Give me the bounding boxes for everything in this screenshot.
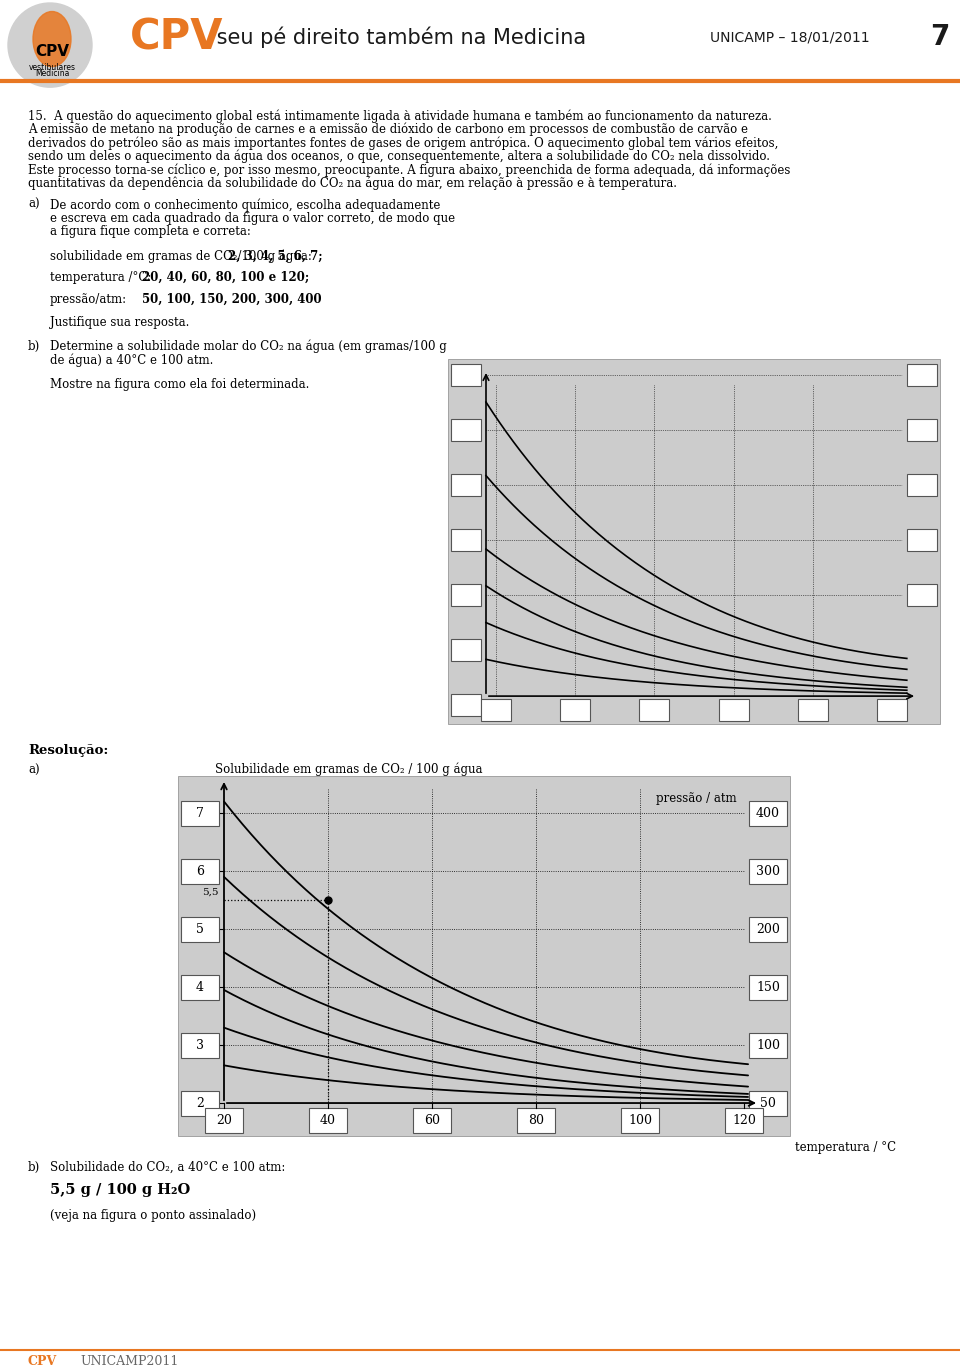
Text: derivados do petróleo são as mais importantes fontes de gases de origem antrópic: derivados do petróleo são as mais import… xyxy=(28,136,779,150)
Text: Solubilidade em gramas de CO₂ / 100 g água: Solubilidade em gramas de CO₂ / 100 g ág… xyxy=(215,761,483,775)
Bar xyxy=(413,1109,451,1133)
Bar xyxy=(639,700,669,722)
Ellipse shape xyxy=(33,11,71,67)
Text: UNICAMP2011: UNICAMP2011 xyxy=(80,1356,179,1368)
Text: 40: 40 xyxy=(320,1114,336,1126)
Bar xyxy=(181,859,219,884)
Text: Mostre na figura como ela foi determinada.: Mostre na figura como ela foi determinad… xyxy=(50,377,309,391)
Text: Solubilidade do CO₂, a 40°C e 100 atm:: Solubilidade do CO₂, a 40°C e 100 atm: xyxy=(50,1161,285,1174)
Text: vestibulares: vestibulares xyxy=(29,63,76,71)
Text: quantitativas da dependência da solubilidade do CO₂ na água do mar, em relação à: quantitativas da dependência da solubili… xyxy=(28,177,677,191)
Text: CPV: CPV xyxy=(28,1356,58,1368)
Text: pressão / atm: pressão / atm xyxy=(657,792,737,805)
Text: 300: 300 xyxy=(756,864,780,878)
Text: 2, 3, 4, 5, 6, 7;: 2, 3, 4, 5, 6, 7; xyxy=(228,250,323,262)
Bar xyxy=(517,1109,555,1133)
Bar xyxy=(181,801,219,826)
Bar xyxy=(749,1091,787,1115)
Text: b): b) xyxy=(28,340,40,353)
Bar xyxy=(749,801,787,826)
Text: e escreva em cada quadrado da figura o valor correto, de modo que: e escreva em cada quadrado da figura o v… xyxy=(50,211,455,225)
Bar xyxy=(749,916,787,941)
Text: UNICAMP – 18/01/2011: UNICAMP – 18/01/2011 xyxy=(710,30,870,44)
Text: A emissão de metano na produção de carnes e a emissão de dióxido de carbono em p: A emissão de metano na produção de carne… xyxy=(28,122,748,136)
Text: Determine a solubilidade molar do CO₂ na água (em gramas/100 g: Determine a solubilidade molar do CO₂ na… xyxy=(50,340,446,354)
Text: CPV: CPV xyxy=(35,44,69,59)
Text: 7: 7 xyxy=(930,23,949,51)
Text: 5,5: 5,5 xyxy=(203,888,219,897)
Text: Resolução:: Resolução: xyxy=(28,744,108,757)
Bar xyxy=(749,859,787,884)
Text: 50, 100, 150, 200, 300, 400: 50, 100, 150, 200, 300, 400 xyxy=(142,292,322,306)
Text: 7: 7 xyxy=(196,807,204,819)
Circle shape xyxy=(8,3,92,88)
Text: solubilidade em gramas de CO₂/100 g água:: solubilidade em gramas de CO₂/100 g água… xyxy=(50,250,312,263)
Bar xyxy=(907,584,937,606)
Text: 120: 120 xyxy=(732,1114,756,1126)
Bar xyxy=(448,359,940,724)
Text: 400: 400 xyxy=(756,807,780,819)
Text: 150: 150 xyxy=(756,981,780,993)
Text: a): a) xyxy=(28,764,39,777)
Bar xyxy=(181,916,219,941)
Text: 200: 200 xyxy=(756,922,780,936)
Text: 5: 5 xyxy=(196,922,204,936)
Bar xyxy=(907,418,937,442)
Text: a figura fique completa e correta:: a figura fique completa e correta: xyxy=(50,225,251,239)
Text: 100: 100 xyxy=(756,1039,780,1051)
Bar xyxy=(481,700,511,722)
Bar xyxy=(205,1109,243,1133)
Text: (veja na figura o ponto assinalado): (veja na figura o ponto assinalado) xyxy=(50,1209,256,1222)
Bar xyxy=(725,1109,763,1133)
Text: pressão/atm:: pressão/atm: xyxy=(50,292,127,306)
Bar xyxy=(451,584,481,606)
Bar xyxy=(451,639,481,661)
Text: Medicina: Medicina xyxy=(35,69,69,78)
Text: 3: 3 xyxy=(196,1039,204,1051)
Bar xyxy=(451,475,481,497)
Bar xyxy=(907,475,937,497)
Bar xyxy=(877,700,907,722)
Bar xyxy=(798,700,828,722)
Text: Este processo torna-se cíclico e, por isso mesmo, preocupante. A figura abaixo, : Este processo torna-se cíclico e, por is… xyxy=(28,163,790,177)
Text: b): b) xyxy=(28,1161,40,1174)
Text: 20, 40, 60, 80, 100 e 120;: 20, 40, 60, 80, 100 e 120; xyxy=(142,272,309,284)
Bar xyxy=(749,1033,787,1058)
Bar xyxy=(561,700,590,722)
Text: De acordo com o conhecimento químico, escolha adequadamente: De acordo com o conhecimento químico, es… xyxy=(50,198,441,211)
Text: 2: 2 xyxy=(196,1096,204,1110)
Bar xyxy=(719,700,749,722)
Text: 6: 6 xyxy=(196,864,204,878)
Bar xyxy=(749,974,787,1000)
Text: 50: 50 xyxy=(760,1096,776,1110)
Bar xyxy=(451,530,481,552)
Text: 100: 100 xyxy=(628,1114,652,1126)
Bar xyxy=(178,777,790,1136)
Bar xyxy=(451,694,481,716)
Text: 60: 60 xyxy=(424,1114,440,1126)
Text: sendo um deles o aquecimento da água dos oceanos, o que, consequentemente, alter: sendo um deles o aquecimento da água dos… xyxy=(28,150,770,163)
Bar xyxy=(309,1109,347,1133)
Bar xyxy=(621,1109,659,1133)
Text: temperatura / °C: temperatura / °C xyxy=(795,1142,896,1154)
Bar xyxy=(907,530,937,552)
Text: Justifique sua resposta.: Justifique sua resposta. xyxy=(50,316,189,329)
Bar xyxy=(181,1091,219,1115)
Text: a): a) xyxy=(28,198,39,211)
Text: de água) a 40°C e 100 atm.: de água) a 40°C e 100 atm. xyxy=(50,354,213,366)
Bar xyxy=(181,974,219,1000)
Bar xyxy=(451,418,481,442)
Text: CPV: CPV xyxy=(130,16,224,58)
Text: 15.  A questão do aquecimento global está intimamente ligada à atividade humana : 15. A questão do aquecimento global está… xyxy=(28,110,772,122)
Text: 80: 80 xyxy=(528,1114,544,1126)
Bar xyxy=(451,364,481,386)
Text: 5,5 g / 100 g H₂O: 5,5 g / 100 g H₂O xyxy=(50,1183,190,1196)
Text: 4: 4 xyxy=(196,981,204,993)
Bar xyxy=(907,364,937,386)
Text: temperatura /°C:: temperatura /°C: xyxy=(50,272,152,284)
Bar xyxy=(181,1033,219,1058)
Text: seu pé direito também na Medicina: seu pé direito também na Medicina xyxy=(210,26,587,48)
Text: 20: 20 xyxy=(216,1114,232,1126)
